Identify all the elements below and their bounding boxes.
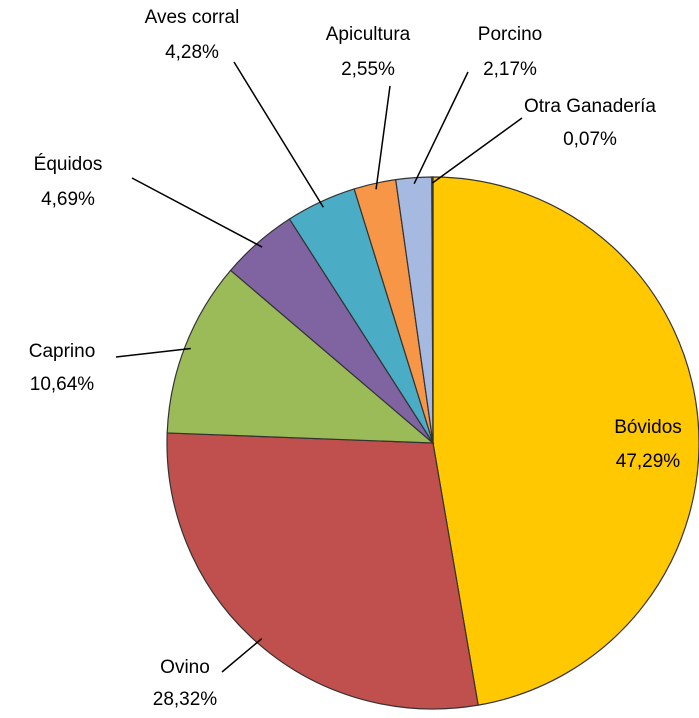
slice-value: 47,29% [616, 451, 681, 472]
leader-line [375, 85, 391, 190]
slice-label: Équidos [34, 154, 103, 175]
slice-label: Bóvidos [614, 417, 682, 438]
slice-label: Aves corral [145, 7, 240, 28]
pie-slice [166, 432, 479, 710]
leader-line [413, 71, 469, 185]
slice-value: 4,28% [165, 42, 219, 63]
slice-label: Ovino [160, 657, 210, 678]
slice-label: Otra Ganadería [524, 96, 656, 117]
slice-value: 10,64% [30, 374, 95, 395]
slice-label: Apicultura [326, 24, 411, 45]
leader-line [131, 177, 263, 248]
slice-value: 0,07% [563, 129, 617, 150]
slice-label: Porcino [478, 24, 542, 45]
pie-slice [166, 269, 435, 444]
slice-value: 28,32% [153, 689, 218, 710]
leader-line [233, 61, 324, 208]
leader-line [115, 347, 191, 358]
pie-slice [431, 176, 434, 444]
leader-line [221, 638, 263, 673]
pie-slice [432, 176, 699, 706]
slice-label: Caprino [29, 341, 96, 362]
slice-value: 4,69% [41, 189, 95, 210]
slice-value: 2,17% [483, 59, 537, 80]
leader-line [431, 117, 523, 184]
slice-value: 2,55% [341, 59, 395, 80]
